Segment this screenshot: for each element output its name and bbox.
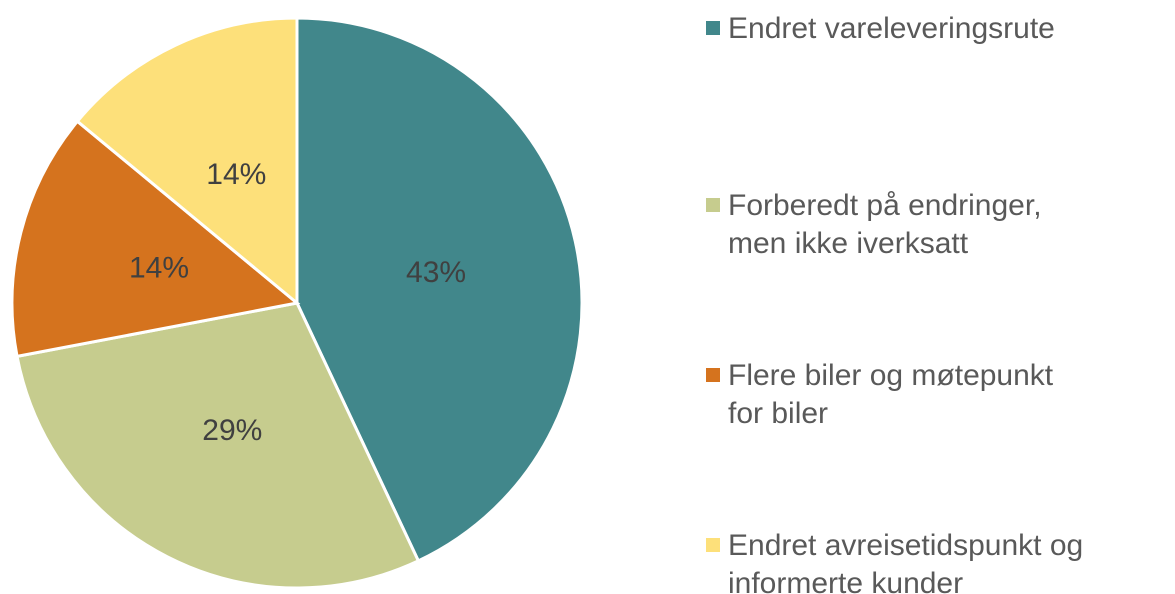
legend-swatch	[706, 368, 720, 382]
data-label: 14%	[206, 158, 266, 191]
data-label: 14%	[129, 251, 189, 284]
pie-slice	[10, 119, 301, 359]
pie-slice	[295, 16, 584, 563]
legend-label: Endret avreisetidspunkt og informerte kun…	[728, 529, 1083, 594]
legend-entry: Forberedt på endringer, men ikke iverksat…	[706, 189, 1042, 260]
legend-swatch	[706, 198, 720, 212]
data-label: 29%	[202, 414, 262, 447]
legend-entry: Endret vareleveringsrute	[706, 12, 1055, 45]
legend-swatch	[706, 21, 720, 35]
pie-slice	[75, 16, 299, 307]
pie-slice	[15, 301, 421, 590]
legend-entry: Flere biler og møtepunkt for biler	[706, 359, 1054, 430]
legend-label: Endret vareleveringsrute	[728, 12, 1055, 45]
legend-swatch	[706, 538, 720, 552]
legend-label: Flere biler og møtepunkt for biler	[728, 359, 1054, 430]
data-label: 43%	[406, 256, 466, 289]
legend-label: Forberedt på endringer, men ikke iverksat…	[728, 189, 1042, 260]
legend-entry: Endret avreisetidspunkt og informerte kun…	[706, 529, 1083, 594]
